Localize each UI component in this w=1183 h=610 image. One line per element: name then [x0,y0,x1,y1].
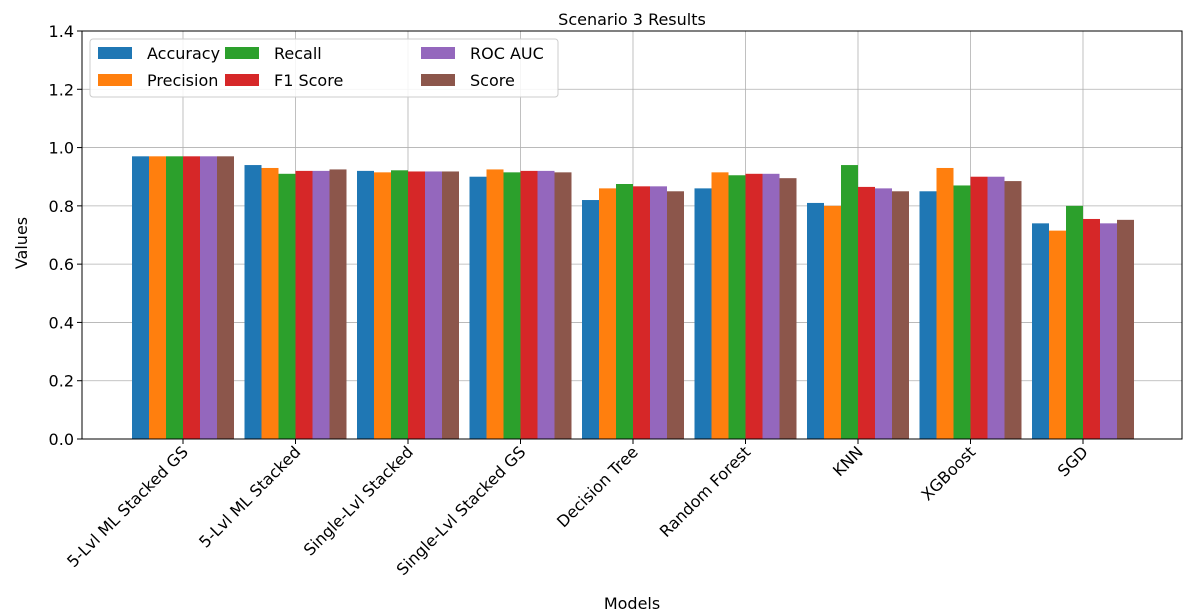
bar-accuracy [694,188,712,439]
legend-label: ROC AUC [470,44,544,63]
bar-roc-auc [762,173,780,440]
plot-frame [81,30,1183,440]
y-tick-label: 0.4 [49,313,74,332]
bar-f1-score [295,170,313,439]
bar-accuracy [919,191,937,439]
legend-swatch [225,74,259,86]
x-axis-label: Models [604,594,660,610]
bar-precision [486,169,504,439]
bar-score [667,191,684,439]
bar-roc-auc [200,156,217,440]
bar-accuracy [357,170,374,439]
bar-f1-score [970,176,988,439]
bar-accuracy [582,200,599,439]
bar-f1-score [858,186,875,439]
bar-recall [503,172,521,440]
legend-swatch [98,47,132,59]
bar-roc-auc [650,186,667,439]
legend-label: Score [470,71,515,90]
bar-recall [616,184,633,439]
bar-recall [841,165,858,440]
bar-precision [936,167,954,439]
bar-roc-auc [875,188,892,439]
bar-accuracy [807,202,824,439]
y-tick-label: 0.6 [49,255,74,274]
bar-score [217,156,234,440]
bar-score [329,169,347,439]
bar-recall [278,173,296,440]
bar-precision [711,172,729,440]
y-axis-ticks: 0.0 0.2 0.4 0.6 0.8 1.0 1.2 1.4 [49,22,82,449]
bar-roc-auc [537,170,555,439]
legend-swatch [225,47,259,59]
bar-f1-score [408,171,425,439]
bar-precision [824,205,841,439]
legend-label: Precision [147,71,218,90]
bar-f1-score [520,170,538,439]
y-tick-label: 0.2 [49,372,74,391]
bar-precision [374,172,391,440]
bar-roc-auc [312,170,330,439]
bar-f1-score [633,186,650,439]
legend-swatch [98,74,132,86]
legend-label: Accuracy [147,44,220,63]
bar-recall [1066,205,1083,439]
y-tick-label: 1.0 [49,139,74,158]
bar-precision [1049,230,1066,439]
legend-label: Recall [274,44,322,63]
bar-score [892,191,909,439]
bar-roc-auc [425,171,442,439]
bar-f1-score [745,173,763,440]
bars [132,156,1134,440]
bar-precision [149,156,166,440]
bar-score [779,178,797,439]
bar-roc-auc [1100,223,1117,439]
bar-score [1004,181,1022,440]
y-tick-label: 0.0 [49,430,74,449]
bar-score [554,172,572,440]
y-tick-label: 1.4 [49,22,74,41]
bar-score [1117,219,1134,439]
bar-recall [391,170,408,439]
bar-precision [599,188,616,439]
bar-f1-score [1083,218,1100,439]
chart-title: Scenario 3 Results [558,10,706,29]
bar-roc-auc [987,176,1005,439]
bar-precision [261,167,279,439]
bar-accuracy [469,176,487,439]
legend: Accuracy Precision Recall F1 Score ROC AUC Sc… [89,38,559,98]
legend-swatch [421,74,455,86]
bar-accuracy [244,165,262,440]
bar-recall [166,156,183,440]
bar-accuracy [1032,223,1049,439]
y-tick-label: 0.8 [49,197,74,216]
legend-label: F1 Score [274,71,343,90]
bar-f1-score [183,156,200,440]
y-tick-label: 1.2 [49,80,74,99]
bar-recall [953,185,971,439]
bar-recall [728,175,746,439]
bar-accuracy [132,156,149,440]
legend-swatch [421,47,455,59]
y-axis-label: Values [12,217,31,269]
bar-score [442,171,459,439]
